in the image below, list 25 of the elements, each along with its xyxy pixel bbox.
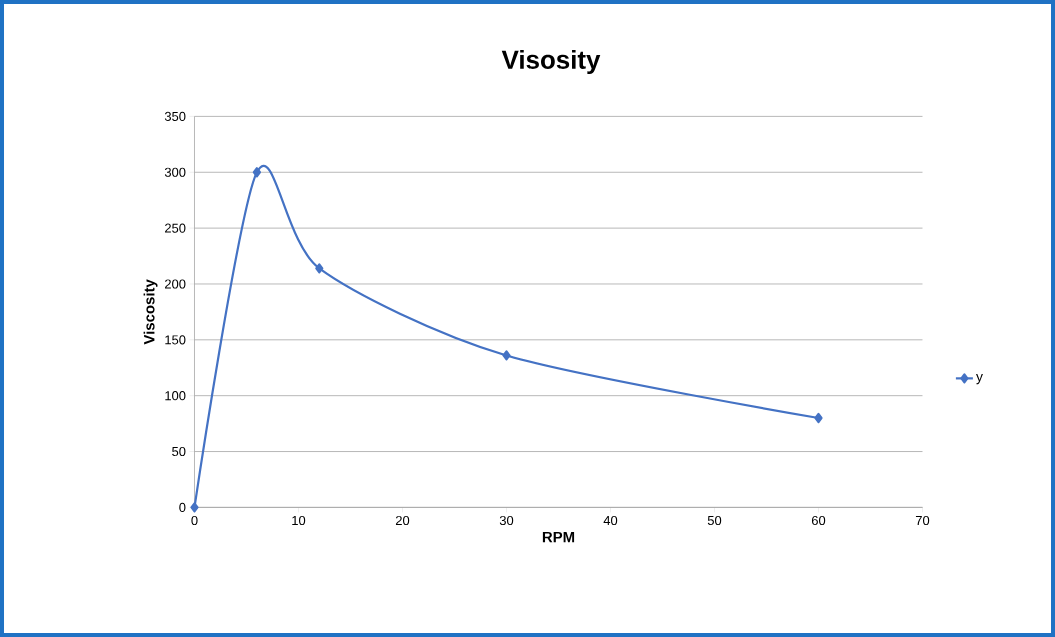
y-tick-label: 50 xyxy=(172,446,186,457)
y-tick-label: 100 xyxy=(165,391,186,401)
y-tick-label: 0 xyxy=(179,502,186,512)
legend-label: y xyxy=(976,373,983,385)
x-tick-label: 0 xyxy=(191,515,198,526)
x-tick-label: 50 xyxy=(707,515,722,526)
point xyxy=(252,167,261,178)
x-tick-label: 30 xyxy=(499,515,514,526)
x-tick-label: 40 xyxy=(603,515,618,526)
chart-title: Visosity xyxy=(501,49,601,75)
x-tick-label: 20 xyxy=(395,515,410,526)
point xyxy=(502,350,511,361)
x-tick-label: 70 xyxy=(915,515,930,526)
x-tick-label: 60 xyxy=(811,515,826,526)
y-tick-label: 150 xyxy=(165,335,186,345)
point xyxy=(190,502,199,513)
y-tick-label: 200 xyxy=(165,279,186,289)
point xyxy=(814,412,823,424)
x-tick-label: 10 xyxy=(292,515,306,526)
y-tick-label: 300 xyxy=(164,167,186,177)
y-axis-title: Viscosity xyxy=(143,279,158,345)
y-tick-label: 350 xyxy=(164,111,186,121)
y-tick-label: 250 xyxy=(165,223,186,233)
x-axis-title: RPM xyxy=(542,531,575,543)
point xyxy=(315,263,324,274)
